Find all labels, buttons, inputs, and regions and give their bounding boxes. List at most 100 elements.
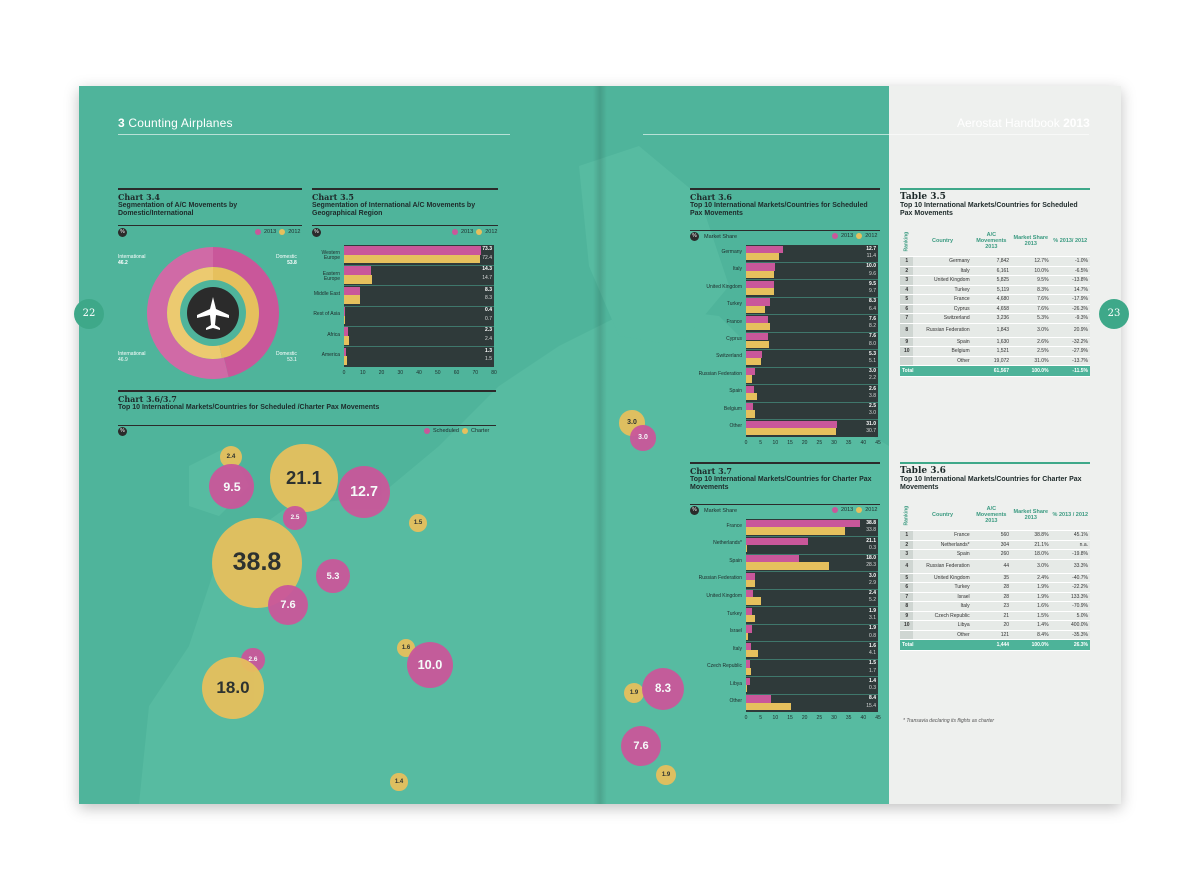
bar-2013	[746, 625, 752, 633]
country-cell: France	[913, 530, 972, 541]
bar-2012	[344, 295, 360, 304]
table-row: 1 France 560 38.8% 45.1%	[900, 530, 1090, 541]
column-header: % 2013 / 2012	[1050, 500, 1090, 531]
value-cell: -19.8%	[1050, 549, 1090, 560]
country-cell: Switzerland	[913, 313, 972, 324]
bar-2012	[746, 702, 792, 710]
row-separator	[746, 676, 878, 678]
chart-3-4-legend: 2013 2012	[255, 229, 301, 235]
legend-dot-2013	[832, 507, 838, 513]
value-cell: 1.9%	[1011, 582, 1051, 593]
value-label: 9.5	[869, 280, 876, 287]
country-cell: Italy	[913, 601, 972, 612]
category-label: Czech Republic	[706, 663, 742, 670]
x-tick: 10	[772, 440, 779, 446]
table-3-6: Ranking Country A/C Movements 2013 Market S…	[900, 500, 1090, 651]
value-label: 73.3	[482, 246, 492, 252]
category-label: Russian Federation	[698, 575, 742, 582]
chart-map-thin-rule	[118, 425, 496, 426]
value-label: 0.8	[869, 632, 876, 639]
donut-2012-international	[213, 267, 260, 359]
value-label: 5.3	[869, 350, 876, 357]
column-header: Market Share 2013	[1011, 226, 1051, 257]
bubble-scheduled: 9.5	[209, 464, 255, 510]
x-tick: 20	[801, 440, 808, 446]
bar-2013	[746, 246, 784, 254]
country-cell: Cyprus	[913, 304, 972, 314]
bar-2013	[344, 327, 349, 336]
table-row: 8 Italy 23 1.6% -70.9%	[900, 601, 1090, 612]
chart-3-6-rule	[690, 188, 880, 190]
legend-dot-charter	[462, 428, 468, 434]
country-cell: Netherlands*	[913, 540, 972, 550]
row-separator	[746, 588, 878, 590]
value-cell: 7.6%	[1011, 304, 1051, 314]
bar-2012	[746, 410, 755, 418]
bar-2013	[746, 385, 754, 393]
bar-2013	[746, 263, 776, 271]
bar-2012	[746, 597, 762, 605]
bubble-scheduled: 8.3	[641, 667, 685, 711]
bubble-charter: 18.0	[202, 657, 264, 719]
legend-dot-2013	[832, 233, 838, 239]
rank-cell: 4	[900, 559, 914, 574]
category-label: Germany	[721, 248, 742, 255]
book-spread	[79, 86, 1121, 804]
x-tick: 20	[801, 715, 808, 721]
x-tick: 0	[744, 440, 748, 446]
legend-2013: 2013	[841, 233, 854, 239]
bar-2012	[344, 254, 480, 264]
value-label: 33.8	[866, 527, 876, 534]
chart-3-4-donut	[147, 247, 280, 379]
bar-2013	[746, 420, 837, 428]
bar-2013	[746, 403, 754, 411]
country-cell: Turkey	[913, 285, 972, 295]
donut-2013-international	[213, 247, 280, 378]
row-separator	[746, 349, 878, 351]
column-header: Ranking	[900, 226, 914, 257]
row-separator	[746, 296, 878, 298]
rank-cell	[900, 630, 914, 640]
table-3-5-rule	[900, 188, 1090, 190]
chart-3-7-title-block: Chart 3.7 Top 10 International Markets/C…	[690, 467, 880, 492]
bar-2013	[344, 286, 360, 296]
value-label: 2.9	[869, 579, 876, 586]
country-cell: Other	[913, 630, 972, 640]
value-cell: 3.0%	[1011, 559, 1051, 574]
x-tick: 40	[860, 715, 867, 721]
value-label: 1.5	[869, 660, 876, 667]
chart-3-5-thin-rule	[312, 225, 498, 226]
plot-area	[746, 519, 878, 712]
chart-3-5-title: Segmentation of International A/C Moveme…	[312, 202, 476, 217]
rank-cell: 3	[900, 549, 914, 560]
chart-3-7-axis-label: Market Share	[704, 508, 738, 514]
bar-2013	[344, 266, 371, 275]
value-cell: -35.3%	[1050, 630, 1090, 640]
chart-3-5-title-block: Chart 3.5 Segmentation of International …	[312, 193, 498, 218]
chart-3-4-label: Chart 3.4	[118, 192, 160, 202]
value-cell: 44	[971, 559, 1012, 574]
x-tick: 0	[342, 370, 346, 376]
chart-3-5-rule	[312, 188, 498, 190]
bubble-scheduled: 2.5	[283, 506, 307, 530]
column-header: A/C Movements 2013	[971, 226, 1012, 257]
chart-3-5-legend: 2013 2012	[452, 229, 498, 235]
table-3-6-footnote: * Transavia declaring its flights as cha…	[903, 718, 995, 724]
legend-2012: 2012	[485, 229, 498, 235]
value-cell: -32.2%	[1050, 337, 1090, 347]
column-header: A/C Movements 2013	[971, 500, 1012, 531]
value-cell: 6,161	[971, 266, 1012, 276]
bubble-charter: 38.8	[211, 517, 303, 609]
value-label: 11.4	[866, 253, 876, 260]
value-label: 2.4	[485, 336, 492, 342]
value-label: 4.1	[869, 650, 876, 657]
value-cell: -27.9%	[1050, 346, 1090, 357]
x-tick: 10	[359, 370, 366, 376]
bar-2012	[746, 305, 765, 313]
table-3-5-title: Top 10 International Markets/Countries f…	[900, 202, 1078, 217]
bar-2013	[344, 246, 482, 255]
value-cell: 18.0%	[1011, 549, 1051, 560]
bubble-charter: 1.9	[623, 682, 645, 704]
table-total-row: Total 61,567 100.0% -11.5%	[900, 365, 1090, 377]
column-header: Market Share 2013	[1011, 500, 1051, 531]
